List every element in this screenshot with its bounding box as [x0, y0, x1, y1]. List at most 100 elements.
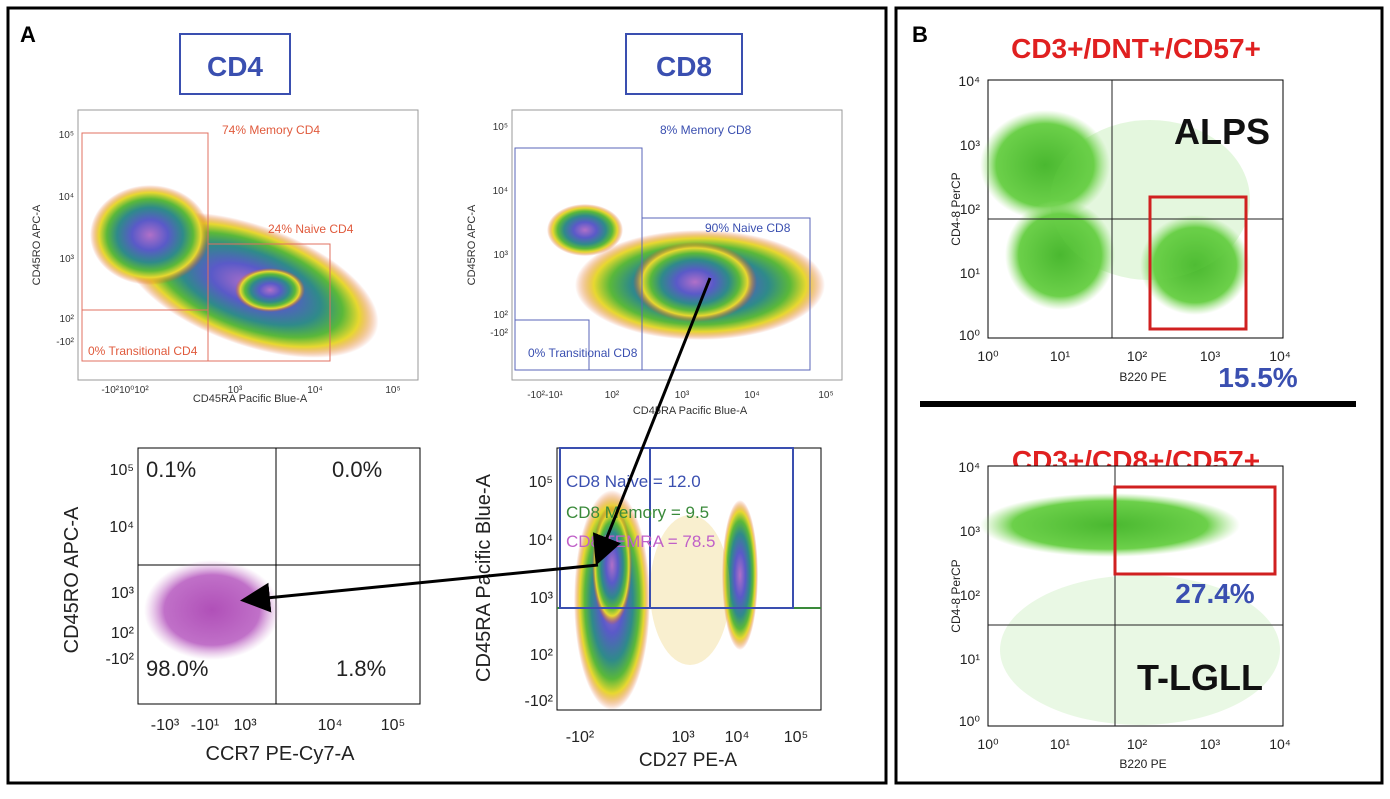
tlgll-x-axis-label: B220 PE — [1119, 757, 1166, 771]
cd8-x-axis-label: CD45RA Pacific Blue-A — [633, 405, 748, 417]
panel-b-frame — [894, 6, 1384, 785]
quadrant-ytick: 10² — [111, 625, 135, 642]
cd8-ytick: 10³ — [494, 250, 509, 261]
tlgll-gate — [1113, 485, 1277, 576]
cd4-y-axis-label: CD45RO APC-A — [31, 204, 43, 285]
alps-title: CD3+/DNT+/CD57+ — [1011, 33, 1261, 64]
tlgll-xtick: 10¹ — [1050, 736, 1071, 752]
alps-xtick: 10⁴ — [1269, 348, 1291, 364]
quadrant-xtick: 10⁵ — [381, 717, 405, 734]
alps-population-upper — [980, 110, 1110, 220]
cd8-density-shoulder — [547, 204, 623, 256]
cd27-density-right — [722, 500, 758, 650]
alps-population-lower — [1005, 200, 1115, 310]
quadrant-xtick: -10¹ — [191, 717, 219, 734]
cd27-x-axis-label: CD27 PE-A — [639, 750, 738, 771]
cd4-xtick: 10⁴ — [307, 385, 322, 396]
cd27-ytick: -10² — [525, 693, 554, 710]
cd8-gate-naive-label: 90% Naive CD8 — [705, 221, 791, 235]
alps-ytick: 10¹ — [960, 265, 981, 281]
cd8-plot: 8% Memory CD8 90% Naive CD8 0% Transitio… — [466, 109, 843, 417]
tlgll-xtick: 10⁴ — [1269, 736, 1291, 752]
tlgll-label: T-LGLL — [1137, 657, 1263, 698]
cd27-xtick: -10² — [566, 729, 595, 746]
cd4-ytick: 10³ — [60, 254, 75, 265]
quadrant-ytick: 10³ — [111, 585, 135, 602]
quadrant-xtick: 10⁴ — [318, 717, 343, 734]
cd8-xtick: 10² — [605, 390, 620, 401]
cd4-ytick: 10⁴ — [59, 192, 74, 203]
panel-b-divider — [920, 401, 1356, 407]
cd27-plot: CD8 Naive = 12.0 CD8 Memory = 9.5 CD8 TE… — [473, 447, 822, 771]
cd4-gate-naive — [207, 243, 331, 362]
cd27-xtick: 10³ — [671, 729, 695, 746]
quadrant-upper-left: 0.1% — [146, 457, 196, 482]
cd8-y-axis-label: CD45RO APC-A — [466, 204, 478, 285]
alps-ytick: 10³ — [960, 137, 981, 153]
alps-xtick: 10² — [1127, 348, 1148, 364]
cd8-xtick: 10⁴ — [744, 390, 759, 401]
cd4-density-secondary — [235, 268, 305, 312]
cd27-xtick: 10⁵ — [784, 729, 808, 746]
tlgll-xtick: 10³ — [1200, 736, 1221, 752]
tlgll-xtick: 10² — [1127, 736, 1148, 752]
cd4-gate-transitional-label: 0% Transitional CD4 — [88, 344, 198, 358]
cd27-xtick: 10⁴ — [725, 729, 750, 746]
quadrant-xtick: -10³ — [151, 717, 180, 734]
cd4-heading-box — [179, 33, 291, 95]
tlgll-ytick: 10⁴ — [958, 459, 980, 475]
cd4-ytick: 10² — [60, 314, 75, 325]
alps-ytick: 10⁴ — [958, 73, 980, 89]
cd4-ytick: -10² — [56, 337, 74, 348]
tlgll-ytick: 10³ — [960, 523, 981, 539]
cd4-xtick: 10⁵ — [385, 385, 400, 396]
tlgll-ytick: 10⁰ — [959, 713, 981, 729]
quadrant-x-axis-label: CCR7 PE-Cy7-A — [206, 743, 356, 765]
quadrant-upper-right: 0.0% — [332, 457, 382, 482]
cd4-gate-transitional — [81, 309, 209, 362]
cd27-naive-annotation: CD8 Naive = 12.0 — [566, 472, 701, 491]
panel-a-frame — [6, 6, 888, 785]
quadrant-y-axis-label: CD45RO APC-A — [61, 506, 83, 653]
cd8-gate-transitional-label: 0% Transitional CD8 — [528, 346, 638, 360]
cd27-ytick: 10⁴ — [528, 532, 553, 549]
cd8-xtick: 10³ — [675, 390, 690, 401]
panel-a-letter: A — [20, 22, 36, 47]
tlgll-plot: 27.4% T-LGLL B220 PE CD4-8 PerCP 10⁰ 10¹… — [949, 459, 1291, 771]
alps-xtick: 10¹ — [1050, 348, 1071, 364]
tlgll-ytick: 10² — [960, 587, 981, 603]
cd4-xtick: -10²10⁰10² — [101, 385, 149, 396]
cd8-heading: CD8 — [656, 51, 712, 82]
cd4-gate-naive-label: 24% Naive CD4 — [268, 222, 354, 236]
cd8-ytick: -10² — [490, 328, 508, 339]
cd8-ytick: 10⁴ — [493, 186, 508, 197]
cd27-density-sparse — [650, 515, 730, 665]
alps-percent: 15.5% — [1218, 362, 1297, 393]
cd27-memory-annotation: CD8 Memory = 9.5 — [566, 503, 709, 522]
alps-label: ALPS — [1174, 111, 1270, 152]
quadrant-lower-left: 98.0% — [146, 656, 208, 681]
cd27-ytick: 10² — [530, 647, 554, 664]
quadrant-ytick: 10⁴ — [109, 519, 134, 536]
quadrant-plot: 0.1% 0.0% 98.0% 1.8% CCR7 PE-Cy7-A CD45R… — [61, 447, 421, 765]
cd8-gate-transitional — [514, 319, 590, 371]
cd8-density-core — [633, 242, 757, 322]
cd4-xtick: 10³ — [228, 385, 243, 396]
cd27-ytick: 10⁵ — [529, 474, 553, 491]
alps-ytick: 10² — [960, 201, 981, 217]
arrow-cd27-to-quadrant — [240, 563, 599, 613]
alps-population-gated — [1140, 215, 1250, 315]
cd4-x-axis-label: CD45RA Pacific Blue-A — [193, 393, 308, 405]
cd8-xtick: 10⁵ — [818, 390, 833, 401]
cd8-ytick: 10² — [494, 310, 509, 321]
alps-plot: ALPS 15.5% B220 PE CD4-8 PerCP 10⁰ 10¹ 1… — [949, 73, 1298, 393]
cd8-xtick: -10²-10¹ — [527, 390, 563, 401]
alps-ytick: 10⁰ — [959, 327, 981, 343]
quadrant-population — [144, 560, 280, 660]
alps-x-axis-label: B220 PE — [1119, 370, 1166, 384]
tlgll-xtick: 10⁰ — [977, 736, 999, 752]
alps-y-axis-label: CD4-8 PerCP — [949, 172, 963, 245]
cd4-plot: 74% Memory CD4 24% Naive CD4 0% Transiti… — [31, 109, 419, 405]
quadrant-ytick: 10⁵ — [110, 462, 134, 479]
